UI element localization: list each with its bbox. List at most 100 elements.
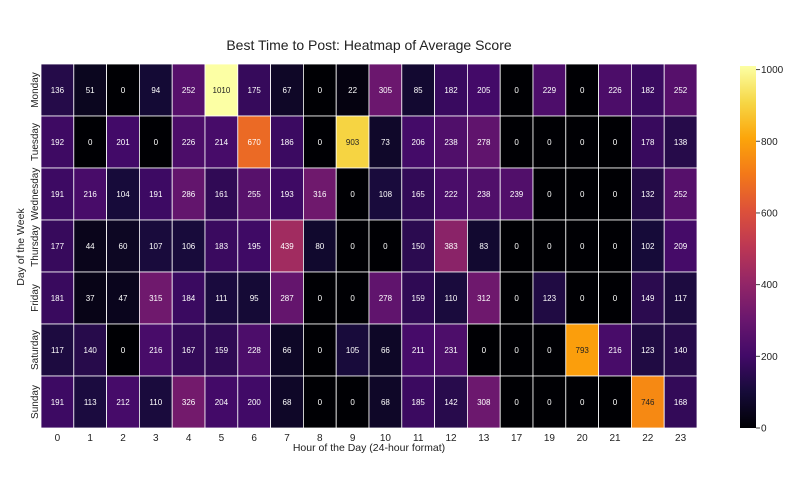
heatmap-cell [40,219,75,273]
heatmap-cell [270,219,304,273]
cell-value-label: 0 [613,190,618,199]
colorbar-tick-label: 1000 [761,65,784,76]
cell-value-label: 0 [514,138,519,147]
cell-value-label: 0 [547,138,552,147]
cell-value-label: 903 [346,138,360,147]
cell-value-label: 175 [248,86,262,95]
heatmap-cell [171,323,206,377]
heatmap-cell [401,323,435,377]
heatmap-cell [631,219,665,273]
heatmap-cell [237,219,272,273]
cell-value-label: 0 [514,86,519,95]
cell-value-label: 201 [116,138,130,147]
cell-value-label: 107 [149,242,163,251]
cell-value-label: 181 [51,294,65,303]
cell-value-label: 85 [414,86,423,95]
heatmap-cell [663,219,698,273]
heatmap-cell [237,115,272,169]
colorbar-tick-label: 200 [761,352,778,363]
heatmap-cell [237,271,272,325]
heatmap-cell [598,63,632,117]
cell-value-label: 167 [182,346,196,355]
cell-value-label: 191 [149,190,163,199]
cell-value-label: 83 [479,242,488,251]
cell-value-label: 238 [444,138,458,147]
heatmap-cell [368,115,403,169]
x-tick-label: 10 [380,433,392,444]
heatmap-cell [335,63,370,117]
cell-value-label: 193 [280,190,294,199]
heatmap-cell [106,375,140,429]
cell-value-label: 0 [547,398,552,407]
heatmap-cell [171,167,206,221]
heatmap-cell [631,375,665,429]
heatmap-cell [138,323,173,377]
cell-value-label: 110 [149,398,162,407]
cell-value-label: 0 [350,242,355,251]
cell-value-label: 182 [641,86,655,95]
cell-value-label: 238 [477,190,491,199]
cell-value-label: 222 [444,190,458,199]
cell-value-label: 68 [381,398,390,407]
heatmap-cell [532,271,567,325]
heatmap-cell [204,375,239,429]
cell-value-label: 191 [51,190,65,199]
heatmap-cell [138,271,173,325]
heatmap-cell [368,375,403,429]
heatmap-cell [565,63,599,117]
cell-value-label: 113 [84,398,97,407]
cell-value-label: 168 [674,398,688,407]
heatmap-cell [106,323,140,377]
heatmap-cell [401,219,435,273]
x-tick-label: 20 [577,433,589,444]
cell-value-label: 383 [444,242,458,251]
chart-title: Best Time to Post: Heatmap of Average Sc… [226,37,512,53]
heatmap-cell [237,167,272,221]
cell-value-label: 0 [350,294,355,303]
heatmap-cell [631,63,665,117]
cell-value-label: 191 [51,398,65,407]
cell-value-label: 212 [116,398,130,407]
cell-value-label: 0 [613,138,618,147]
cell-value-label: 22 [348,86,357,95]
y-tick-label: Sunday [30,385,41,419]
cell-value-label: 183 [215,242,229,251]
heatmap-cell [204,63,239,117]
cell-value-label: 185 [412,398,426,407]
x-tick-label: 1 [87,433,93,444]
cell-value-label: 0 [580,138,585,147]
y-tick-label: Saturday [30,330,41,370]
x-tick-label: 2 [120,433,126,444]
cell-value-label: 0 [88,138,93,147]
heatmap-cell [532,323,567,377]
cell-value-label: 178 [641,138,655,147]
cell-value-label: 60 [119,242,128,251]
cell-value-label: 287 [280,294,294,303]
heatmap-cell [663,63,698,117]
cell-value-label: 80 [315,242,324,251]
heatmap-cell [466,167,501,221]
cell-value-label: 165 [412,190,426,199]
heatmap-cell [204,167,239,221]
heatmap-cell [302,115,337,169]
heatmap-cell [631,115,665,169]
cell-value-label: 117 [51,346,64,355]
cell-value-label: 0 [547,346,552,355]
cell-value-label: 37 [86,294,95,303]
heatmap-cell [302,375,337,429]
x-axis-ticks: 0 1 2 3 4 5 6 7 8 9 10 11 12 13 17 19 20 21 22 23 [55,433,687,444]
heatmap-cell [663,271,698,325]
cell-value-label: 0 [318,398,323,407]
heatmap-cell [499,323,534,377]
cell-value-label: 51 [86,86,95,95]
cell-value-label: 0 [482,346,487,355]
x-tick-label: 4 [186,433,192,444]
heatmap-cell [434,167,468,221]
cell-value-label: 0 [350,190,355,199]
colorbar-tick-label: 0 [761,424,767,435]
cell-value-label: 123 [543,294,557,303]
heatmap-cell [532,115,567,169]
heatmap-cell [302,271,337,325]
heatmap-cell [401,375,435,429]
colorbar-tick-label: 800 [761,137,778,148]
